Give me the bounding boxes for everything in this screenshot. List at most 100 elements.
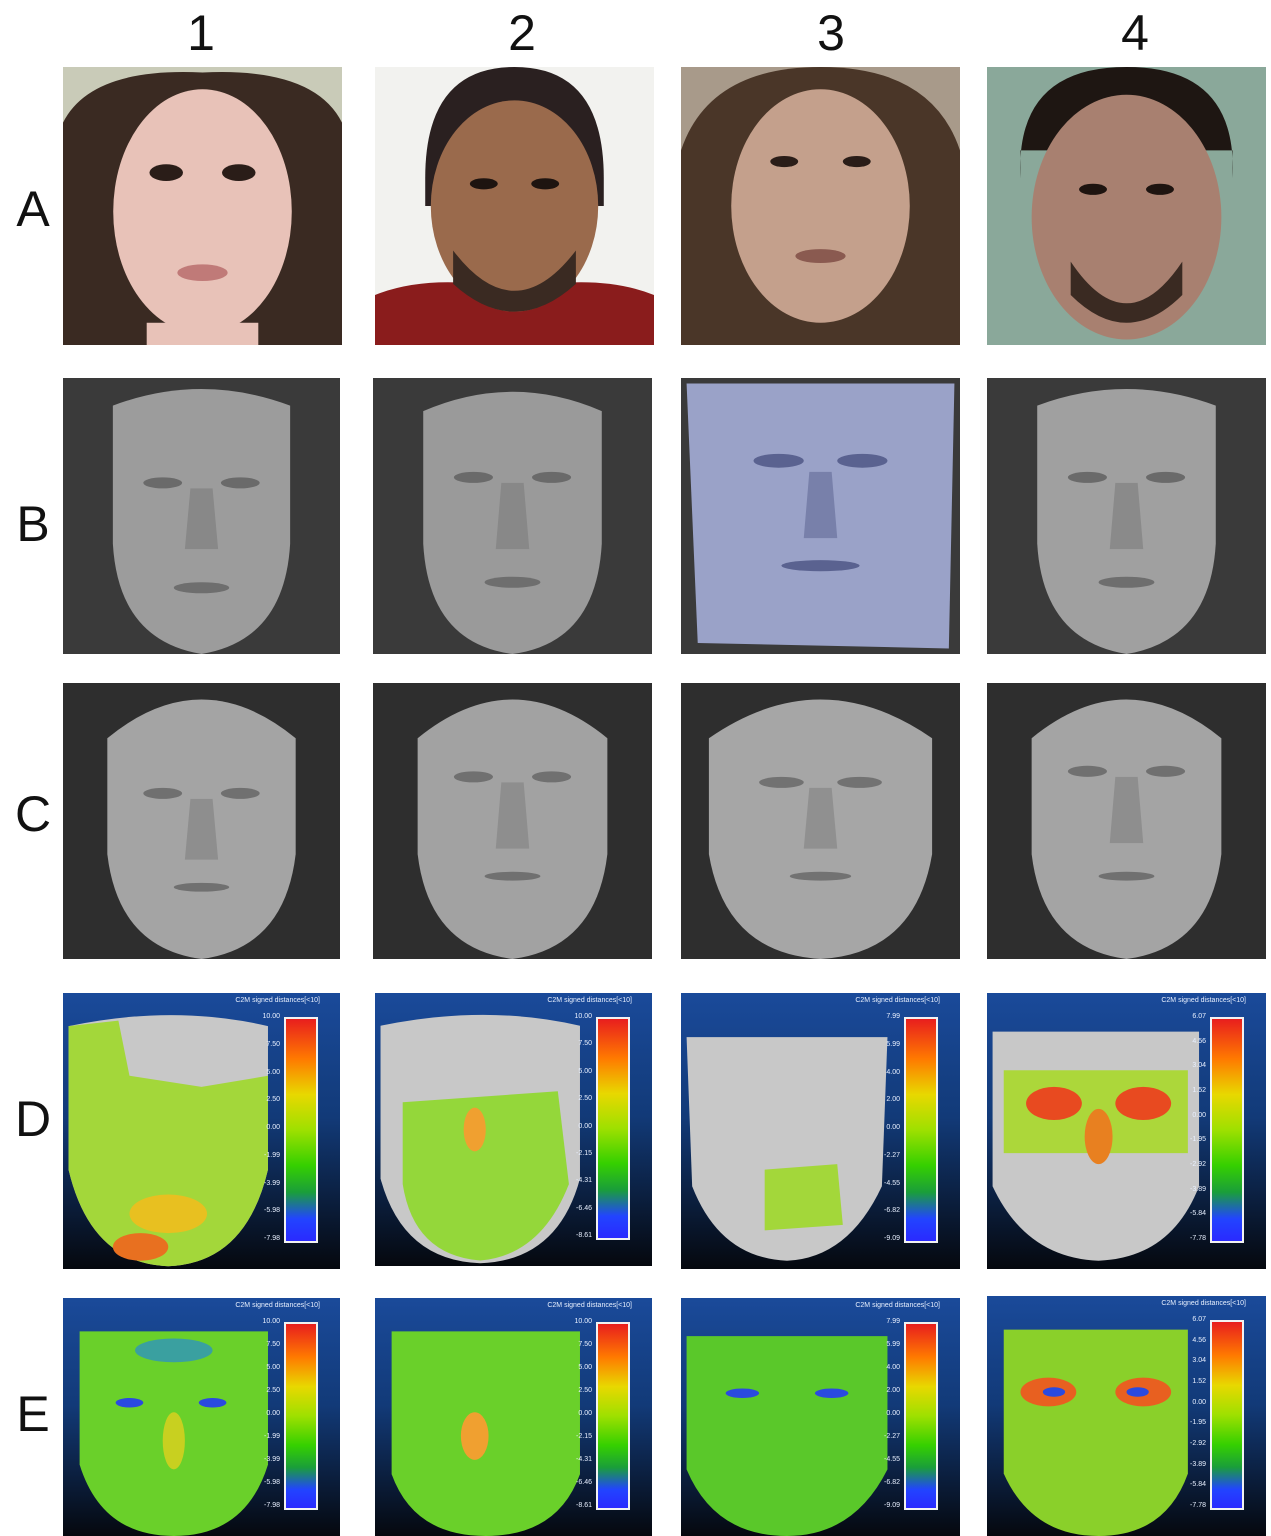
row-label-b: B — [16, 496, 50, 552]
colorbar-tick-label: -4.31 — [576, 1177, 592, 1185]
deviation-map-d1: C2M signed distances[<10] 10.00 7.50 5.00 2… — [63, 993, 340, 1269]
colorbar-tick-label: 5.99 — [886, 1341, 900, 1348]
colorbar-tick-label: -6.82 — [884, 1207, 900, 1215]
colorbar-tick-label: 5.00 — [266, 1364, 280, 1371]
scan-b1 — [63, 378, 340, 654]
heat-face-d4 — [992, 1031, 1200, 1261]
colorbar-tick-label: -5.98 — [264, 1479, 280, 1486]
deviation-map-d4: C2M signed distances[<10] 6.07 4.56 3.04 1.… — [987, 993, 1266, 1269]
colorbar-d4 — [1210, 1017, 1244, 1243]
deviation-map-d3: C2M signed distances[<10] 7.99 5.99 4.00 2.… — [681, 993, 960, 1269]
deviation-map-d2: C2M signed distances[<10] 10.00 7.50 5.00 2… — [375, 993, 652, 1266]
colorbar-tick-label: 1.52 — [1192, 1087, 1206, 1094]
colorbar-tick-label: -1.95 — [1190, 1419, 1206, 1427]
colorbar-tick-label: 7.50 — [266, 1040, 280, 1048]
colorbar-e2 — [596, 1322, 630, 1510]
colorbar-tick-label: -2.27 — [884, 1151, 900, 1159]
colorbar-title-e3: C2M signed distances[<10] — [855, 1302, 940, 1309]
model-c1 — [63, 683, 340, 959]
colorbar-tick-label: -2.15 — [576, 1149, 592, 1157]
colorbar-tick-label: -2.92 — [1190, 1161, 1206, 1168]
model-c3 — [681, 683, 960, 959]
colorbar-d2 — [596, 1017, 630, 1240]
colorbar-tick-label: 1.52 — [1192, 1378, 1206, 1385]
colorbar-tick-label: -4.31 — [576, 1456, 592, 1463]
photo-a2 — [375, 67, 654, 345]
colorbar-tick-label: 0.00 — [266, 1410, 280, 1417]
colorbar-tick-label: 0.00 — [1192, 1111, 1206, 1119]
scan-b3 — [681, 378, 960, 654]
heat-face-d3 — [686, 1037, 888, 1261]
colorbar-tick-label: -6.46 — [576, 1204, 592, 1212]
deviation-map-e1: C2M signed distances[<10] 10.00 7.50 5.00 2… — [63, 1298, 340, 1536]
row-label-c: C — [14, 786, 52, 842]
colorbar-tick-label: 0.00 — [1192, 1398, 1206, 1406]
colorbar-tick-label: 2.50 — [266, 1387, 280, 1394]
scan-face-b3 — [686, 383, 955, 649]
colorbar-tick-label: -7.98 — [264, 1235, 280, 1242]
colorbar-tick-label: -1.99 — [264, 1433, 280, 1440]
colorbar-tick-label: -7.78 — [1190, 1235, 1206, 1242]
scan-face-b4 — [1037, 389, 1216, 654]
colorbar-e4 — [1210, 1320, 1244, 1510]
colorbar-title-d2: C2M signed distances[<10] — [547, 997, 632, 1004]
colorbar-tick-label: 7.99 — [886, 1318, 900, 1325]
colorbar-tick-label: -3.89 — [1190, 1185, 1206, 1193]
photo-a3 — [681, 67, 960, 345]
colorbar-tick-label: 2.50 — [578, 1095, 592, 1103]
scan-face-b1 — [112, 389, 291, 654]
row-label-d: D — [14, 1091, 52, 1147]
colorbar-tick-label: 5.99 — [886, 1040, 900, 1048]
colorbar-tick-label: 4.00 — [886, 1068, 900, 1076]
colorbar-tick-label: 4.56 — [1192, 1037, 1206, 1045]
colorbar-tick-label: -8.61 — [576, 1232, 592, 1239]
colorbar-tick-label: 5.00 — [266, 1068, 280, 1076]
colorbar-tick-label: -2.15 — [576, 1433, 592, 1440]
colorbar-title-e1: C2M signed distances[<10] — [235, 1302, 320, 1309]
face-photo-a2 — [375, 67, 654, 345]
colorbar-tick-label: 3.04 — [1192, 1062, 1206, 1070]
colorbar-tick-label: 5.00 — [578, 1364, 592, 1371]
row-label-e: E — [16, 1386, 50, 1442]
colorbar-tick-label: -9.09 — [884, 1502, 900, 1509]
colorbar-e3 — [904, 1322, 938, 1510]
colorbar-tick-label: 4.56 — [1192, 1336, 1206, 1344]
deviation-map-e4: C2M signed distances[<10] 6.07 4.56 3.04 1.… — [987, 1296, 1266, 1536]
colorbar-tick-label: 7.50 — [578, 1040, 592, 1048]
face-photo-a1 — [63, 67, 342, 345]
colorbar-tick-label: 0.00 — [578, 1122, 592, 1130]
colorbar-title-d4: C2M signed distances[<10] — [1161, 997, 1246, 1004]
colorbar-tick-label: -8.61 — [576, 1502, 592, 1509]
colorbar-tick-label: -3.99 — [264, 1179, 280, 1187]
colorbar-tick-label: 10.00 — [574, 1013, 592, 1020]
colorbar-tick-label: -5.84 — [1190, 1210, 1206, 1218]
colorbar-title-e4: C2M signed distances[<10] — [1161, 1300, 1246, 1307]
colorbar-tick-label: 7.99 — [886, 1013, 900, 1020]
colorbar-tick-label: 6.07 — [1192, 1013, 1206, 1020]
colorbar-tick-label: -2.92 — [1190, 1440, 1206, 1447]
colorbar-tick-label: 0.00 — [886, 1124, 900, 1131]
colorbar-tick-label: 3.04 — [1192, 1357, 1206, 1365]
model-face-c1 — [107, 699, 296, 959]
colorbar-tick-label: -7.98 — [264, 1502, 280, 1509]
colorbar-tick-label: -5.98 — [264, 1207, 280, 1215]
scan-b2 — [373, 378, 652, 654]
column-label-1: 1 — [187, 5, 215, 61]
photo-a1 — [63, 67, 342, 345]
colorbar-title-d1: C2M signed distances[<10] — [235, 997, 320, 1004]
colorbar-tick-label: 7.50 — [266, 1341, 280, 1348]
colorbar-title-d3: C2M signed distances[<10] — [855, 997, 940, 1004]
colorbar-tick-label: -1.99 — [264, 1151, 280, 1159]
heat-face-e3 — [686, 1336, 888, 1536]
colorbar-tick-label: 2.50 — [266, 1096, 280, 1104]
colorbar-tick-label: 0.00 — [886, 1410, 900, 1417]
face-photo-a3 — [681, 67, 960, 345]
colorbar-tick-label: -5.84 — [1190, 1481, 1206, 1489]
deviation-map-e3: C2M signed distances[<10] 7.99 5.99 4.00 2.… — [681, 1298, 960, 1536]
heat-face-e4 — [1003, 1329, 1188, 1536]
row-label-a: A — [16, 181, 50, 237]
face-photo-a4 — [987, 67, 1266, 345]
model-c4 — [987, 683, 1266, 959]
colorbar-tick-label: 10.00 — [262, 1013, 280, 1020]
colorbar-tick-label: -4.55 — [884, 1179, 900, 1187]
